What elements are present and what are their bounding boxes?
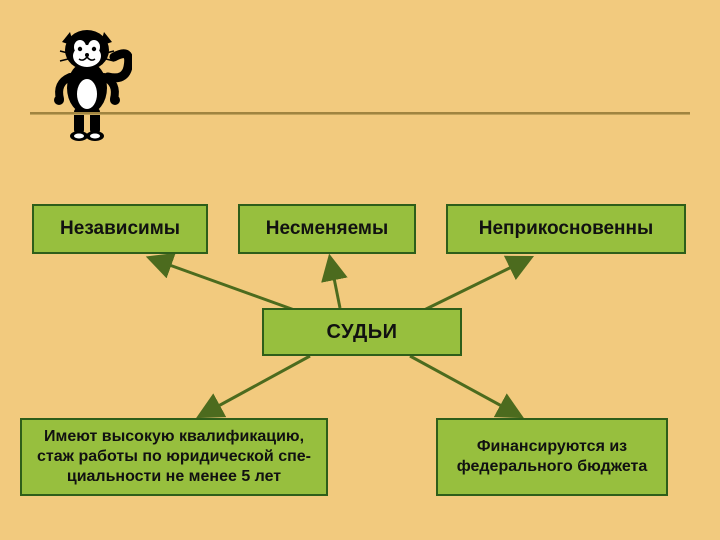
arrow: [150, 258, 300, 312]
node-label: Имеют высокую квалификацию, стаж работы …: [30, 427, 318, 487]
node-irremovable: Несменяемы: [238, 204, 416, 254]
node-financing: Финансируются из федерального бюджета: [436, 418, 668, 496]
node-inviolable: Неприкосновенны: [446, 204, 686, 254]
title-underline: [30, 112, 690, 115]
node-label: Независимы: [60, 218, 180, 240]
node-label: Несменяемы: [266, 218, 388, 240]
cat-illustration: [42, 22, 132, 142]
node-label: Неприкосновенны: [479, 218, 654, 240]
arrow: [330, 258, 340, 308]
node-label: СУДЬИ: [326, 321, 397, 344]
node-independent: Независимы: [32, 204, 208, 254]
node-qualification: Имеют высокую квалификацию, стаж работы …: [20, 418, 328, 496]
node-judges: СУДЬИ: [262, 308, 462, 356]
arrow: [200, 356, 310, 416]
arrow: [420, 258, 530, 312]
node-label: Финансируются из федерального бюджета: [446, 437, 658, 477]
diagram-stage: Независимы Несменяемы Неприкосновенны СУ…: [0, 0, 720, 540]
arrow: [410, 356, 520, 416]
